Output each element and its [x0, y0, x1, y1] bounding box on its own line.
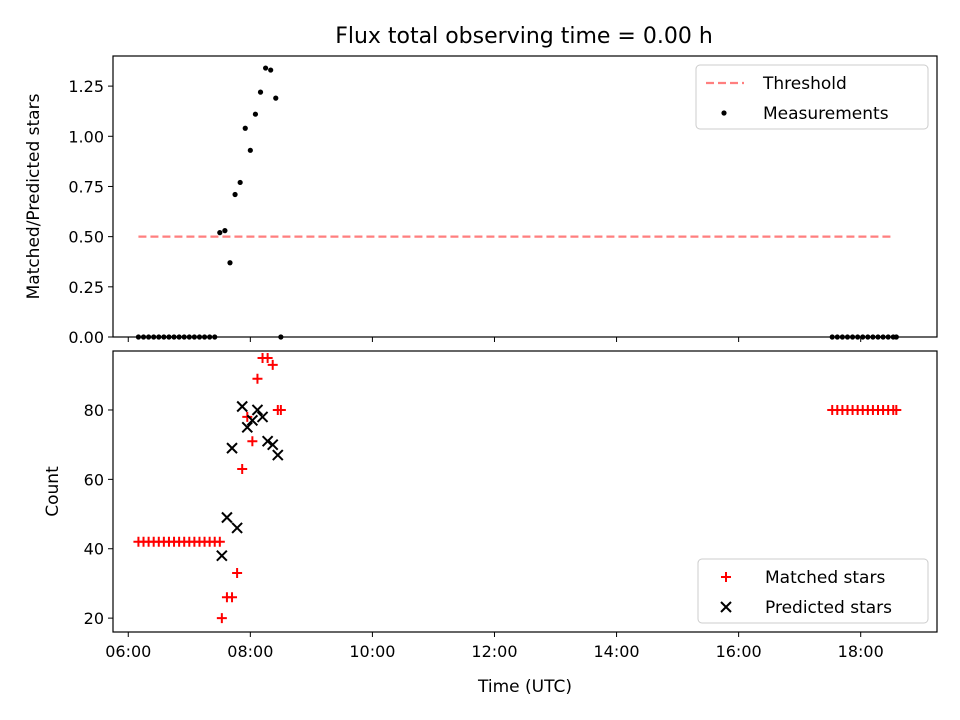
predicted-star-point — [226, 442, 238, 454]
measurement-point — [247, 147, 253, 153]
predicted-star-point — [236, 400, 248, 413]
measurement-point — [242, 125, 248, 131]
matched-star-point — [891, 404, 902, 415]
p2-legend-label-0: Matched stars — [765, 568, 885, 588]
p2-ytick-label-1: 40 — [84, 540, 104, 559]
legend-predicted-handle — [720, 601, 732, 613]
measurement-point — [257, 89, 264, 95]
top-panel: 0.00 0.25 0.50 0.75 1.00 1.25 Matched/Predict… — [24, 55, 938, 347]
bottom-axes-ticks: 20 40 60 80 06:00 08:00 10:00 12:00 14:00 16:00 18… — [84, 401, 884, 661]
matched-star-point — [247, 436, 258, 447]
xtick-label-5: 16:00 — [716, 642, 762, 661]
xtick-label-1: 08:00 — [227, 642, 273, 661]
predicted-star-point — [251, 404, 264, 416]
xtick-label-0: 06:00 — [105, 642, 151, 661]
predicted-star-point — [221, 511, 233, 524]
bottom-axes-frame — [112, 350, 938, 633]
p1-legend-label-0: Threshold — [762, 74, 847, 94]
p1-ytick-label-4: 1.00 — [68, 127, 104, 146]
xtick-label-4: 14:00 — [594, 642, 640, 661]
matched-star-point — [252, 373, 263, 384]
bottom-y-axis-label: Count — [43, 466, 63, 517]
p2-ytick-label-3: 80 — [84, 401, 104, 420]
predicted-star-point — [231, 522, 243, 534]
xtick-label-6: 18:00 — [838, 642, 884, 661]
matched-star-point — [237, 463, 248, 474]
predicted-star-point — [216, 549, 228, 562]
predicted-star-point — [272, 449, 284, 461]
predicted-star-point — [261, 435, 274, 447]
legend-matched-handle — [721, 572, 731, 582]
p1-legend-label-1: Measurements — [763, 104, 889, 124]
measurement-point — [268, 67, 274, 73]
matched-star-point — [275, 404, 286, 415]
bottom-legend: Matched stars Predicted stars — [697, 558, 929, 624]
top-y-axis-label: Matched/Predicted stars — [24, 93, 44, 299]
top-legend: Threshold Measurements — [695, 64, 929, 130]
top-axes-frame — [112, 55, 938, 338]
top-axes-ticks: 0.00 0.25 0.50 0.75 1.00 1.25 — [68, 77, 862, 347]
p2-legend-box — [697, 558, 929, 624]
x-axis-label: Time (UTC) — [477, 677, 572, 697]
p2-ytick-label-2: 60 — [84, 470, 104, 489]
legend-measurements-handle — [721, 110, 727, 116]
measurement-point — [262, 65, 269, 71]
matched-star-point — [232, 568, 243, 579]
predicted-star-point — [267, 438, 279, 451]
matched-star-point — [216, 613, 227, 624]
measurement-point — [232, 191, 238, 198]
p1-legend-box — [695, 64, 929, 130]
measurement-point — [217, 230, 223, 236]
matched-star-point — [262, 352, 273, 363]
predicted-star-point — [241, 421, 253, 434]
measurement-point — [227, 260, 233, 266]
predicted-star-point — [246, 414, 259, 427]
predicted-star-point — [256, 411, 269, 423]
chart-title: Flux total observing time = 0.00 h — [335, 24, 713, 49]
matched-star-point — [214, 536, 225, 547]
p1-ytick-label-0: 0.00 — [68, 328, 104, 347]
p2-series-0 — [133, 352, 902, 624]
p1-ytick-label-3: 0.75 — [68, 177, 104, 196]
matched-star-point — [242, 411, 253, 422]
p2-ytick-label-0: 20 — [84, 609, 104, 628]
xtick-label-2: 10:00 — [349, 642, 395, 661]
xtick-label-3: 12:00 — [471, 642, 517, 661]
measurement-point — [252, 111, 259, 117]
bottom-panel: 20 40 60 80 06:00 08:00 10:00 12:00 14:00 16:00 18… — [43, 350, 938, 697]
bottom-plot-area — [133, 352, 902, 624]
matched-star-point — [227, 592, 238, 603]
measurement-point — [237, 179, 243, 186]
measurement-point — [273, 95, 279, 101]
p1-ytick-label-5: 1.25 — [68, 77, 104, 96]
p1-ytick-label-2: 0.50 — [68, 228, 104, 247]
matched-star-point — [267, 359, 278, 370]
p2-legend-label-1: Predicted stars — [765, 598, 892, 618]
p1-ytick-label-1: 0.25 — [68, 278, 104, 297]
p2-series-1 — [216, 400, 284, 562]
measurement-point — [222, 228, 228, 234]
